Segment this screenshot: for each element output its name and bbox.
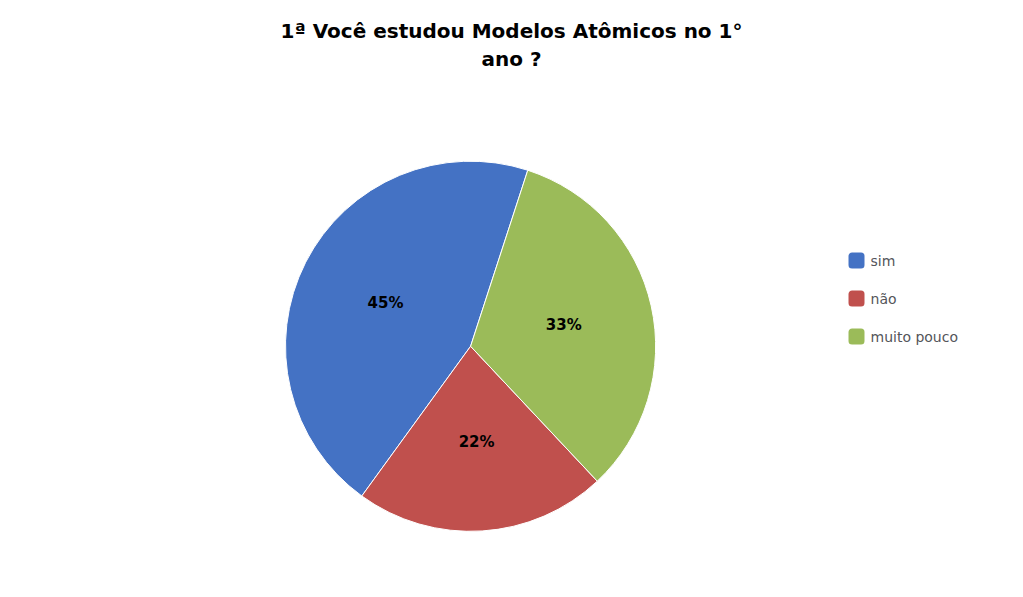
svg-text:muito pouco: muito pouco [871, 329, 959, 345]
svg-text:sim: sim [871, 253, 896, 269]
svg-text:33%: 33% [546, 316, 582, 334]
svg-text:1ª Você estudou Modelos Atômic: 1ª Você estudou Modelos Atômicos no 1° [281, 19, 743, 43]
svg-text:ano ?: ano ? [481, 47, 541, 71]
svg-text:não: não [871, 291, 897, 307]
svg-text:22%: 22% [459, 433, 495, 451]
svg-text:45%: 45% [368, 294, 404, 312]
